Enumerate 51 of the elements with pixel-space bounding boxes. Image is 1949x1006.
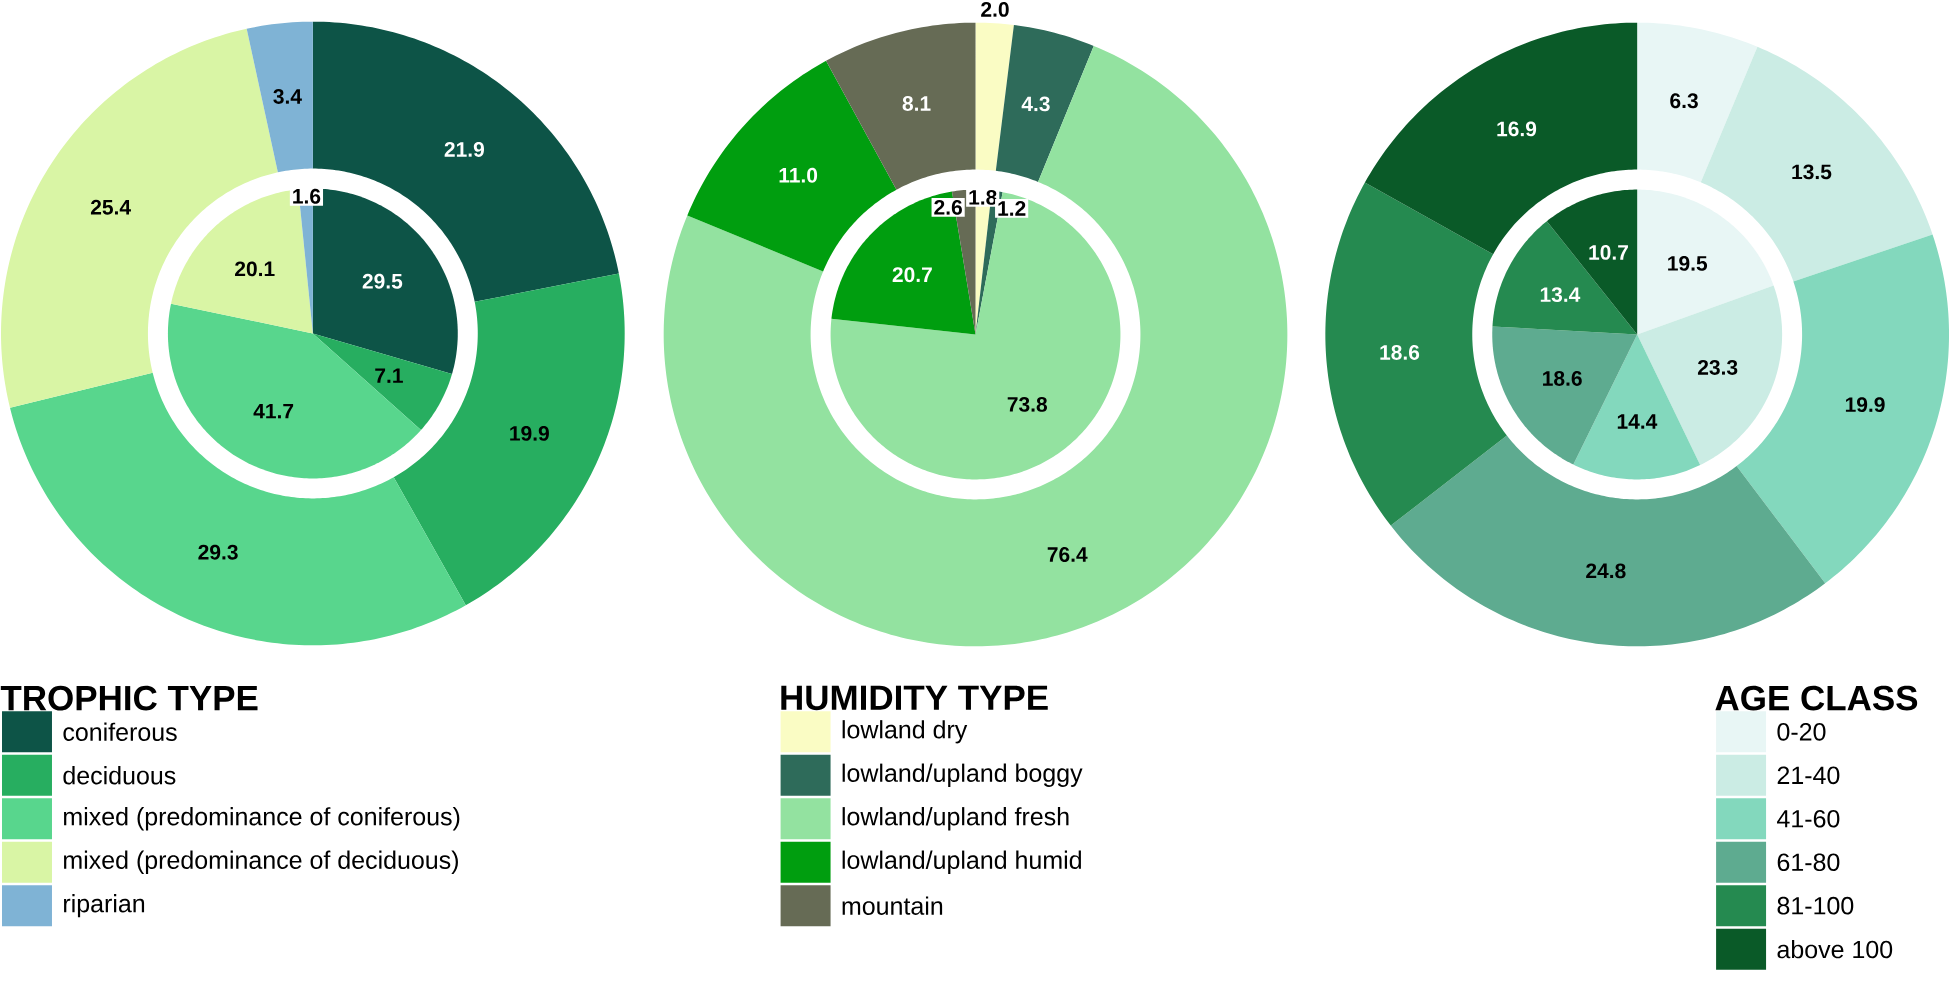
data-label: 24.8 — [1586, 563, 1626, 579]
data-label: 13.5 — [1792, 164, 1832, 180]
data-label: 18.6 — [1380, 344, 1420, 360]
legend-label: mountain — [842, 896, 943, 915]
data-label: 3.4 — [273, 88, 302, 104]
data-label: 11.0 — [779, 167, 818, 183]
legend-label: lowland/upland humid — [842, 850, 1081, 874]
data-label: 6.3 — [1670, 93, 1698, 109]
data-label: 18.6 — [1543, 370, 1582, 386]
legend-label: 21-40 — [1777, 766, 1840, 785]
text: AGE CLASS — [1715, 685, 1918, 711]
legend-label: 0-20 — [1777, 722, 1826, 741]
legend-label: lowland dry — [842, 720, 968, 744]
data-label: 4.3 — [1021, 96, 1050, 112]
data-label: 29.3 — [198, 544, 238, 560]
legend-label: deciduous — [63, 766, 176, 785]
data-label: 41.7 — [253, 403, 294, 419]
data-label: 13.4 — [1540, 287, 1581, 302]
data-label: 1.2 — [998, 201, 1026, 216]
data-label: 20.7 — [892, 267, 932, 283]
legend-label: 41-60 — [1777, 809, 1840, 828]
legend-label: mixed (predominance of deciduous) — [64, 850, 458, 874]
data-label: 7.1 — [375, 368, 403, 383]
data-label: 8.1 — [902, 96, 931, 111]
data-label: 19.9 — [510, 425, 549, 441]
data-label: 10.7 — [1589, 244, 1628, 260]
data-label: 76.4 — [1047, 547, 1088, 562]
data-label: 23.3 — [1697, 359, 1738, 375]
legend-label: 81-100 — [1777, 896, 1854, 915]
data-label: 2.6 — [934, 199, 962, 215]
data-label: 20.1 — [235, 261, 275, 277]
data-label: 21.9 — [444, 141, 484, 157]
data-label: 2.0 — [981, 1, 1009, 17]
data-label: 29.5 — [362, 273, 403, 289]
legend-label: lowland/upland boggy — [842, 763, 1083, 787]
legend-label: coniferous — [63, 722, 177, 741]
legend-label: riparian — [64, 893, 145, 918]
data-label: 16.9 — [1497, 121, 1537, 137]
text: HUMIDITY TYPE — [781, 685, 1048, 711]
legend-label: above 100 — [1777, 939, 1893, 959]
data-label: 1.6 — [293, 188, 321, 204]
data-label: 14.4 — [1617, 414, 1658, 429]
data-label: 1.8 — [969, 189, 997, 205]
legend-label: mixed (predominance of coniferous) — [64, 807, 460, 831]
data-label: 19.5 — [1668, 255, 1708, 271]
legend-label: lowland/upland fresh — [842, 807, 1069, 831]
data-label: 25.4 — [90, 199, 131, 215]
data-label: 19.9 — [1845, 397, 1885, 412]
legend-label: 61-80 — [1777, 853, 1840, 872]
data-label: 73.8 — [1007, 396, 1048, 412]
text: TROPHIC TYPE — [0, 685, 258, 711]
